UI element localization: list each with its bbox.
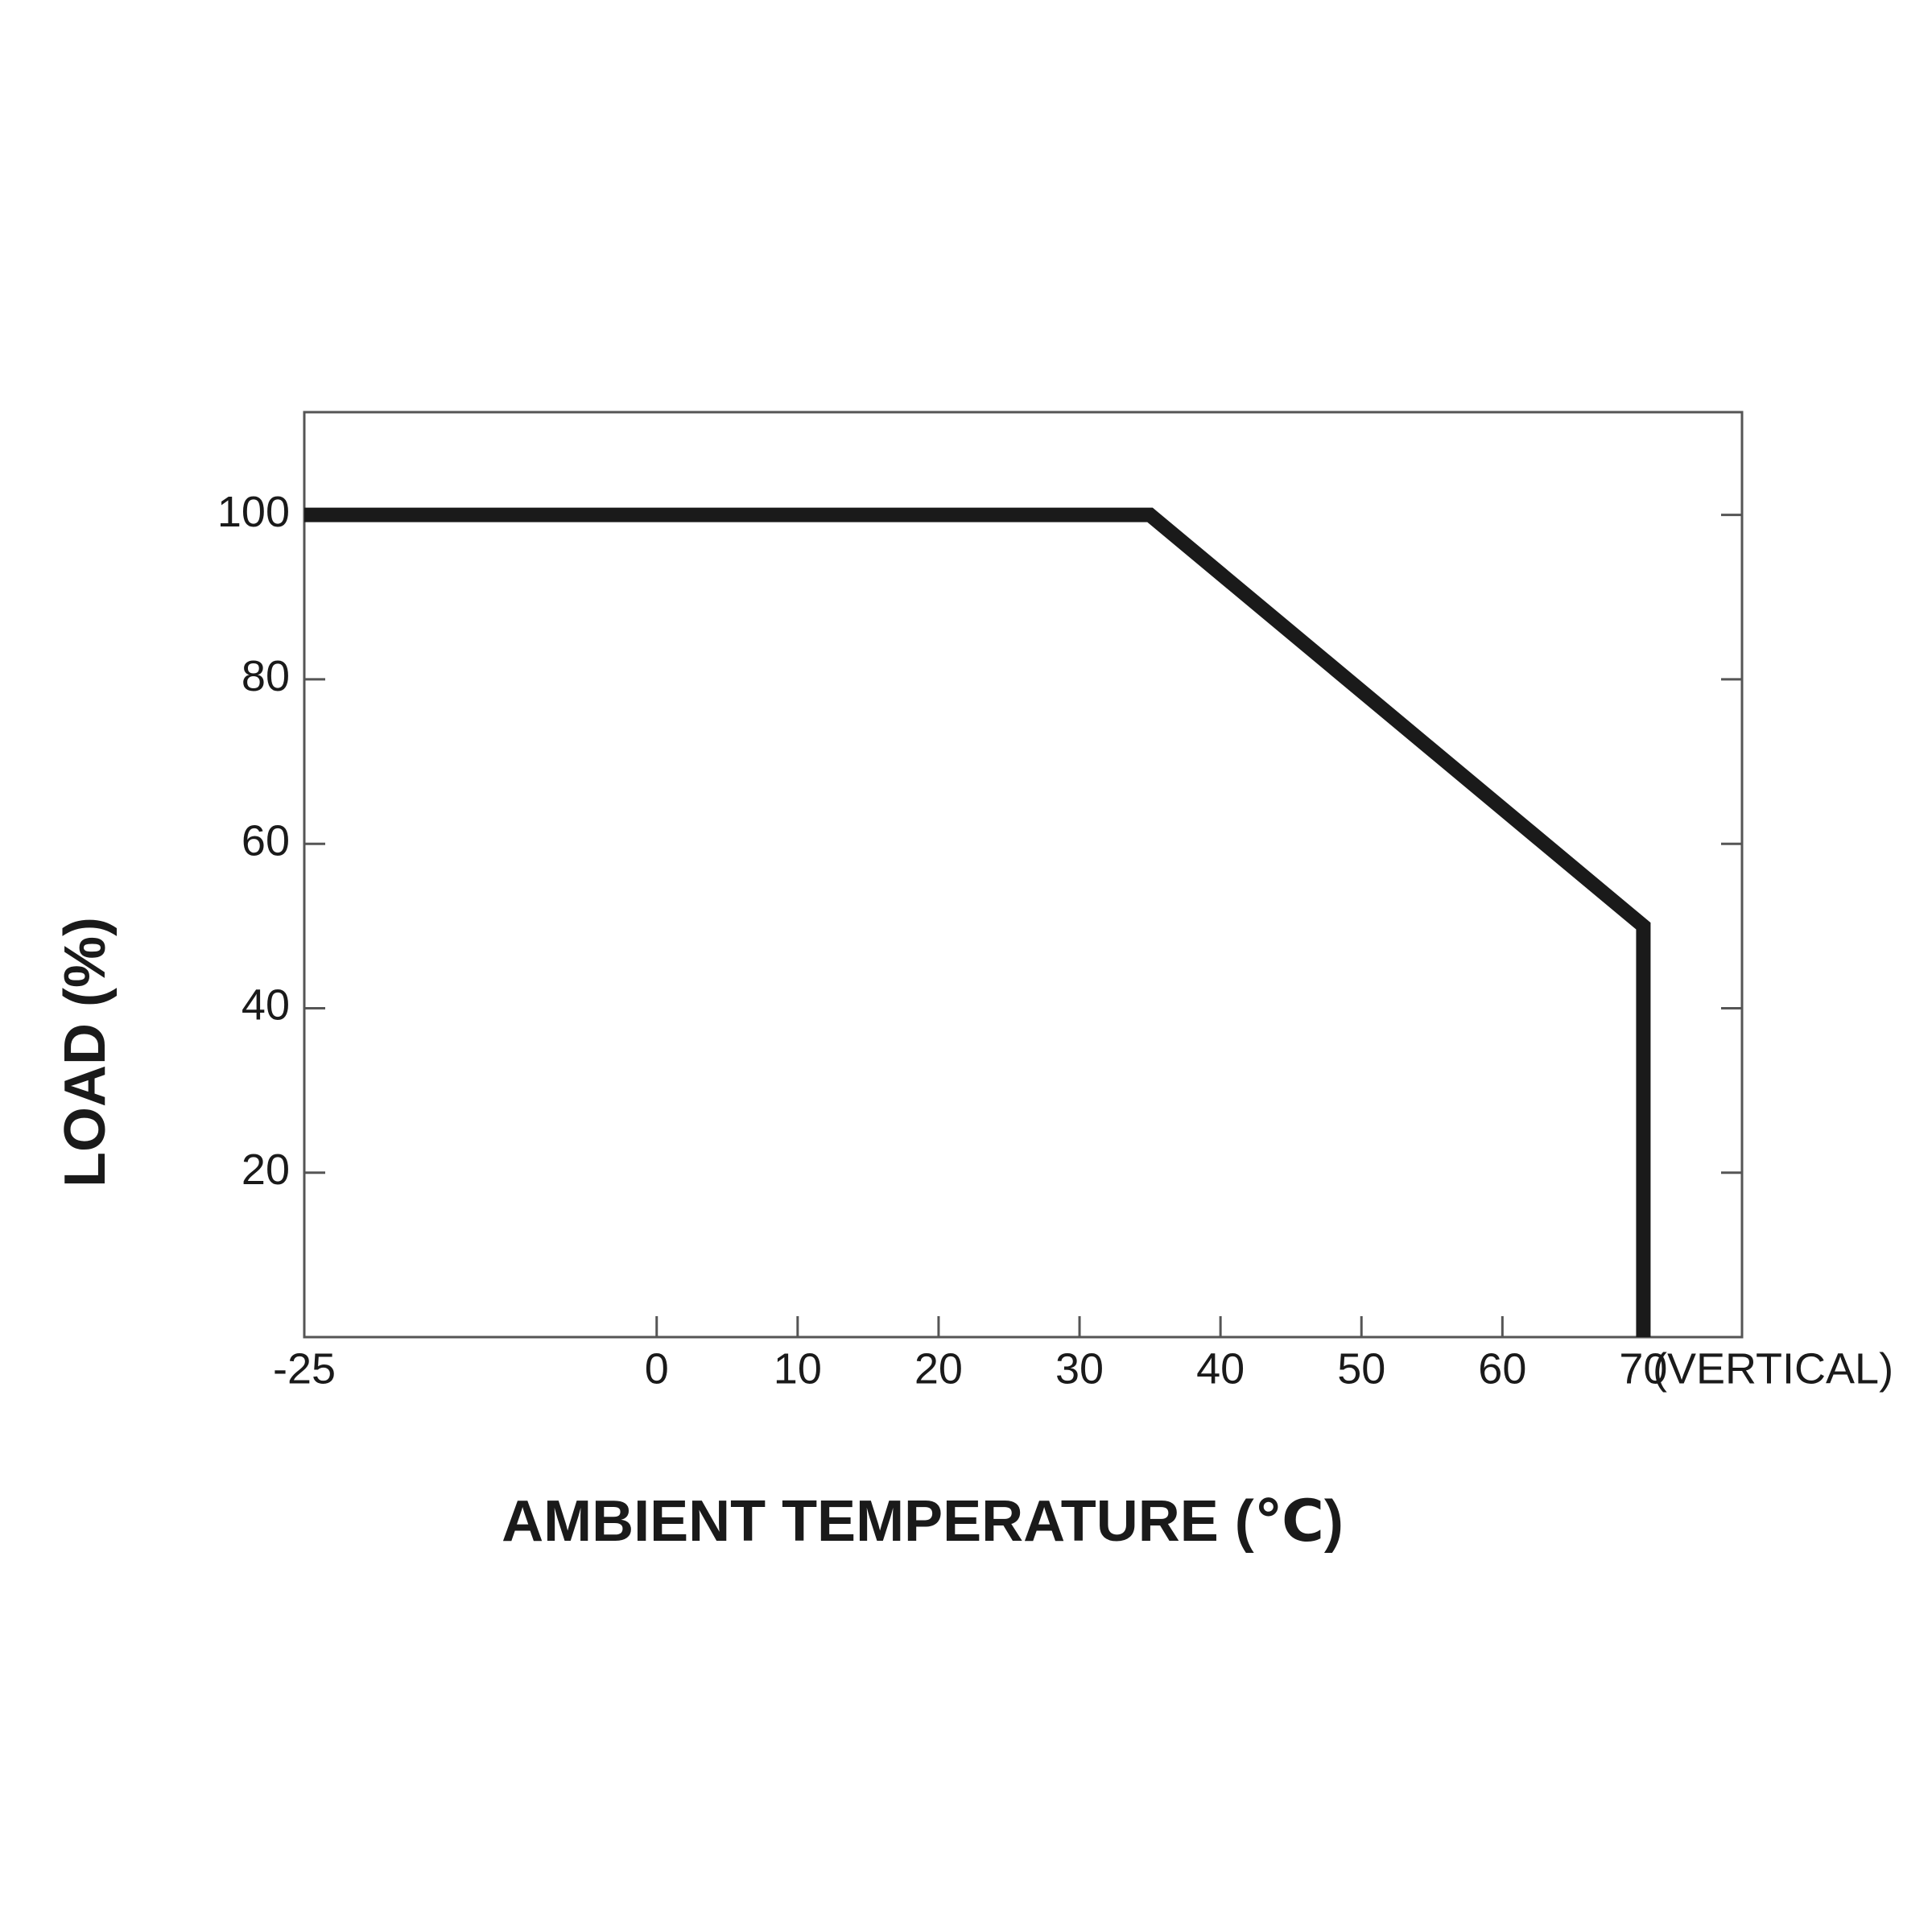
x-tick-label: 70 bbox=[1619, 1344, 1667, 1393]
y-tick-label: 20 bbox=[242, 1146, 290, 1194]
x-tick-label: 40 bbox=[1196, 1344, 1245, 1393]
y-tick-label: 100 bbox=[217, 488, 290, 536]
y-tick-label: 40 bbox=[242, 981, 290, 1030]
x-tick-label: 30 bbox=[1055, 1344, 1104, 1393]
x-tick-label: 50 bbox=[1337, 1344, 1385, 1393]
annotation: (VERTICAL) bbox=[1653, 1344, 1893, 1393]
y-axis-title: LOAD (%) bbox=[53, 917, 118, 1187]
x-tick-label: -25 bbox=[273, 1344, 336, 1393]
x-tick-label: 0 bbox=[645, 1344, 669, 1393]
x-tick-label: 60 bbox=[1478, 1344, 1526, 1393]
series-line bbox=[304, 507, 1651, 1337]
x-tick-label: 20 bbox=[914, 1344, 963, 1393]
y-tick-label: 80 bbox=[242, 652, 290, 700]
x-tick-label: 10 bbox=[774, 1344, 822, 1393]
plot-frame bbox=[303, 411, 1744, 1339]
y-tick-label: 60 bbox=[242, 816, 290, 865]
x-axis-title: AMBIENT TEMPERATURE (℃) bbox=[502, 1489, 1344, 1554]
